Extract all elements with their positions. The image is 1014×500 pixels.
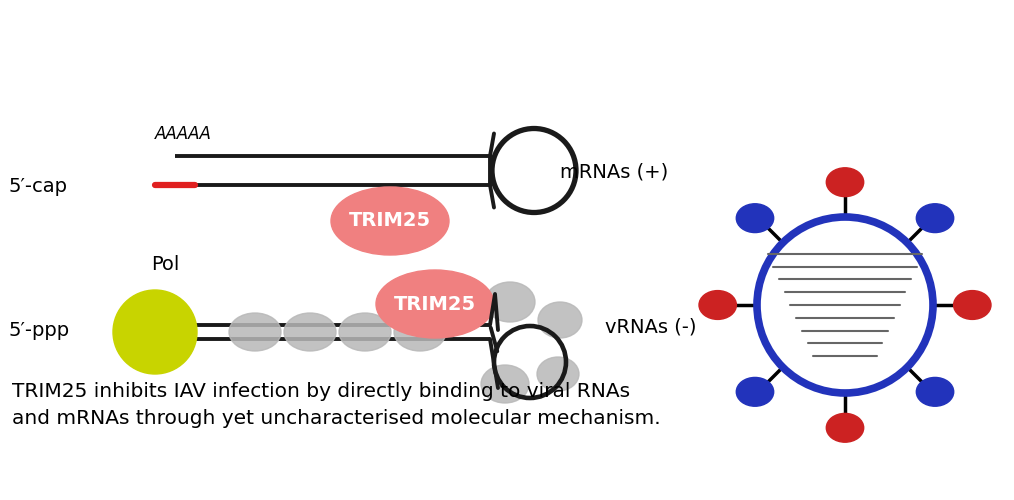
Ellipse shape <box>736 378 774 406</box>
Text: AAAAA: AAAAA <box>155 125 212 143</box>
Ellipse shape <box>699 290 736 320</box>
Text: 5′-cap: 5′-cap <box>8 178 67 197</box>
Text: Pol: Pol <box>151 254 179 274</box>
Ellipse shape <box>331 187 449 255</box>
Text: vRNAs (-): vRNAs (-) <box>605 318 697 336</box>
Text: TRIM25 inhibits IAV infection by directly binding to viral RNAs
and mRNAs throug: TRIM25 inhibits IAV infection by directl… <box>12 382 661 428</box>
Ellipse shape <box>953 290 991 320</box>
Ellipse shape <box>826 414 864 442</box>
Ellipse shape <box>339 313 391 351</box>
Ellipse shape <box>826 168 864 196</box>
Ellipse shape <box>917 378 954 406</box>
Ellipse shape <box>917 204 954 233</box>
Text: TRIM25: TRIM25 <box>349 212 431 231</box>
Text: TRIM25: TRIM25 <box>393 294 476 314</box>
Ellipse shape <box>485 282 535 322</box>
Ellipse shape <box>229 313 281 351</box>
Ellipse shape <box>537 357 579 391</box>
Text: mRNAs (+): mRNAs (+) <box>560 163 668 182</box>
Ellipse shape <box>113 290 197 374</box>
Ellipse shape <box>538 302 582 338</box>
Circle shape <box>492 128 576 212</box>
Ellipse shape <box>284 313 336 351</box>
Ellipse shape <box>394 313 446 351</box>
Ellipse shape <box>481 365 529 403</box>
Ellipse shape <box>736 204 774 233</box>
Ellipse shape <box>376 270 494 338</box>
Text: 5′-ppp: 5′-ppp <box>8 320 69 340</box>
Circle shape <box>757 217 933 393</box>
